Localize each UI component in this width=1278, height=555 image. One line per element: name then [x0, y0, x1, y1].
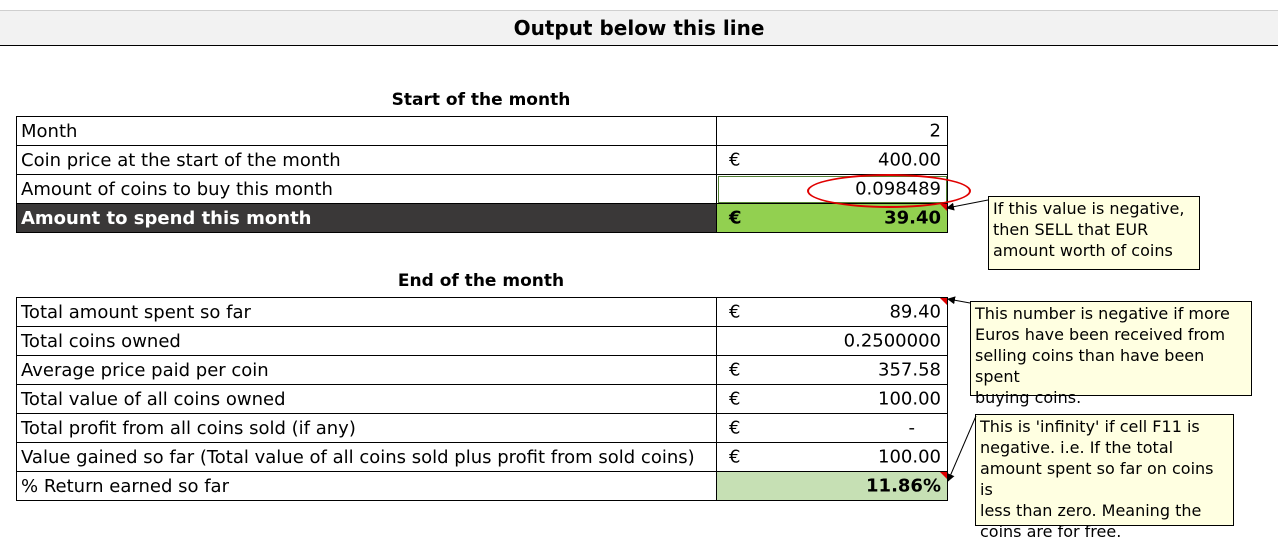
currency-symbol: €	[729, 388, 741, 410]
row-label[interactable]: Total amount spent so far	[16, 297, 717, 327]
start-section-title: Start of the month	[391, 90, 571, 110]
value-cell[interactable]: € -	[716, 413, 948, 443]
cell-value: 0.2500000	[843, 330, 941, 352]
row-label[interactable]: Total value of all coins owned	[16, 384, 717, 414]
table-row: Total coins owned 0.2500000	[16, 326, 948, 356]
cell-value: 100.00	[878, 388, 941, 410]
currency-symbol: €	[729, 207, 742, 229]
end-table: Total amount spent so far € 89.40 Total …	[16, 297, 948, 501]
comment-indicator-icon[interactable]	[940, 298, 947, 305]
connector-arrow	[947, 415, 977, 482]
output-banner: Output below this line	[0, 10, 1278, 46]
row-label[interactable]: Value gained so far (Total value of all …	[16, 442, 717, 472]
table-row: Month 2	[16, 116, 948, 146]
table-row: % Return earned so far 11.86%	[16, 471, 948, 501]
comment-indicator-icon[interactable]	[940, 472, 947, 479]
table-row-highlight: Amount to spend this month € 39.40	[16, 203, 948, 233]
row-label[interactable]: Amount of coins to buy this month	[16, 174, 717, 204]
table-row: Total profit from all coins sold (if any…	[16, 413, 948, 443]
currency-symbol: €	[729, 417, 741, 439]
table-row: Total value of all coins owned € 100.00	[16, 384, 948, 414]
connector-arrow	[947, 296, 971, 305]
row-label[interactable]: Average price paid per coin	[16, 355, 717, 385]
comment-infinity-note: This is 'infinity' if cell F11 is negati…	[975, 414, 1234, 541]
cell-value: 400.00	[878, 149, 941, 171]
table-row: Total amount spent so far € 89.40	[16, 297, 948, 327]
cell-value: 2	[929, 120, 941, 142]
start-table: Month 2 Coin price at the start of the m…	[16, 116, 948, 233]
comment-sell-note: If this value is negative, then SELL tha…	[988, 196, 1200, 270]
value-cell[interactable]: € 89.40	[716, 297, 948, 327]
row-label[interactable]: Total profit from all coins sold (if any…	[16, 413, 717, 443]
row-label[interactable]: Coin price at the start of the month	[16, 145, 717, 175]
value-cell[interactable]: € 100.00	[716, 442, 948, 472]
currency-symbol: €	[729, 446, 741, 468]
currency-symbol: €	[729, 359, 741, 381]
end-section-title: End of the month	[397, 271, 565, 291]
table-row: Value gained so far (Total value of all …	[16, 442, 948, 472]
value-cell[interactable]: 11.86%	[716, 471, 948, 501]
value-cell[interactable]: 0.2500000	[716, 326, 948, 356]
highlight-ellipse	[807, 174, 971, 208]
cell-value: 357.58	[878, 359, 941, 381]
cell-value: -	[908, 417, 916, 439]
cell-value: 100.00	[878, 446, 941, 468]
currency-symbol: €	[729, 301, 741, 323]
table-row: Average price paid per coin € 357.58	[16, 355, 948, 385]
value-cell[interactable]: € 357.58	[716, 355, 948, 385]
value-cell[interactable]: € 400.00	[716, 145, 948, 175]
cell-value: 89.40	[889, 301, 941, 323]
cell-value: 11.86%	[866, 475, 941, 497]
row-label[interactable]: Amount to spend this month	[16, 203, 717, 233]
comment-negative-note: This number is negative if more Euros ha…	[970, 301, 1252, 407]
row-label[interactable]: % Return earned so far	[16, 471, 717, 501]
row-label[interactable]: Total coins owned	[16, 326, 717, 356]
table-row: Coin price at the start of the month € 4…	[16, 145, 948, 175]
cell-value: 39.40	[884, 207, 941, 229]
value-cell[interactable]: € 39.40	[716, 203, 948, 233]
value-cell[interactable]: 2	[716, 116, 948, 146]
currency-symbol: €	[729, 149, 741, 171]
value-cell[interactable]: € 100.00	[716, 384, 948, 414]
banner-title: Output below this line	[513, 16, 765, 40]
row-label[interactable]: Month	[16, 116, 717, 146]
comment-indicator-icon[interactable]	[940, 204, 947, 211]
